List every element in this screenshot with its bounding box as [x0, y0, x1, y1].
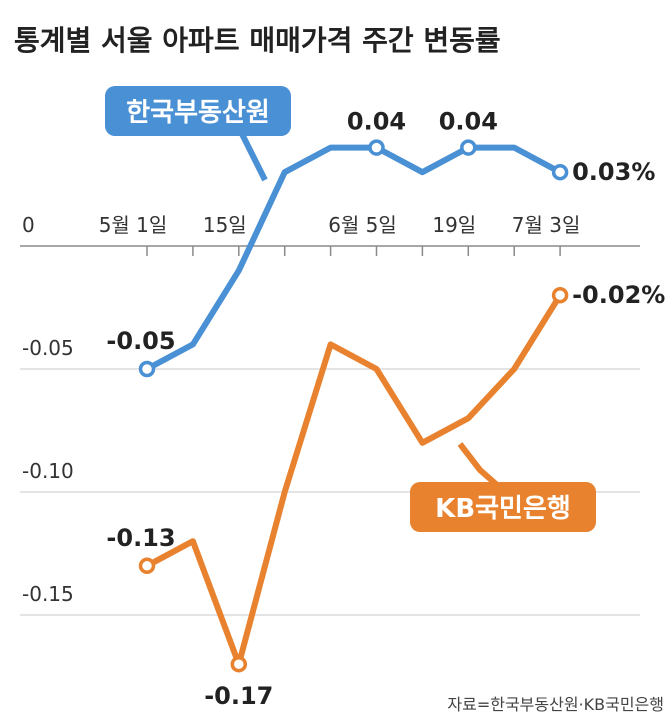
data-label: -0.13	[106, 524, 175, 552]
legend-label: 한국부동산원	[126, 98, 270, 128]
x-axis-ticks: 5월 1일 15일 6월 5일 19일 7월 3일	[99, 213, 581, 256]
legend-tag	[410, 482, 596, 532]
data-point	[551, 163, 569, 181]
source-note: 자료=한국부동산원·KB국민은행	[447, 695, 664, 714]
x-tick-label: 5월 1일	[99, 213, 168, 237]
x-tick-label: 6월 5일	[328, 213, 397, 237]
x-tick-label: 19일	[432, 213, 476, 237]
series	[138, 139, 569, 673]
y-tick-label: -0.05	[22, 336, 74, 360]
chart-title: 통계별 서울 아파트 매매가격 주간 변동률	[14, 24, 501, 57]
y-tick-label: -0.15	[22, 582, 74, 606]
data-labels: -0.05 0.04 0.04 0.03% -0.13 -0.17 -0.02%	[106, 108, 665, 711]
legend-label: KB국민은행	[435, 494, 571, 524]
data-label-unit: %	[631, 158, 655, 186]
data-label: 0.04	[439, 108, 498, 136]
y-tick-label: 0	[22, 213, 35, 237]
series-line	[144, 144, 564, 372]
data-label: -0.05	[106, 327, 175, 355]
legend: 한국부동산원 KB국민은행	[105, 86, 596, 532]
data-label: 0.03%	[572, 158, 655, 186]
series-line	[144, 292, 564, 668]
y-tick-label: -0.10	[22, 459, 74, 483]
data-point	[460, 139, 477, 156]
data-point	[230, 655, 248, 673]
grid	[20, 245, 640, 616]
data-label: -0.02%	[572, 281, 665, 309]
data-point	[138, 360, 156, 378]
x-tick-label: 7월 3일	[512, 213, 581, 237]
data-label: -0.17	[204, 682, 273, 710]
x-tick-label: 15일	[203, 213, 247, 237]
data-point	[551, 286, 569, 304]
y-axis-ticks: 0 -0.05 -0.10 -0.15	[22, 213, 74, 606]
data-point	[368, 139, 385, 156]
data-label: 0.04	[347, 108, 406, 136]
data-label-unit: %	[641, 281, 665, 309]
data-point	[138, 557, 156, 575]
legend-tag	[105, 86, 291, 136]
legend-pointer	[215, 127, 268, 182]
